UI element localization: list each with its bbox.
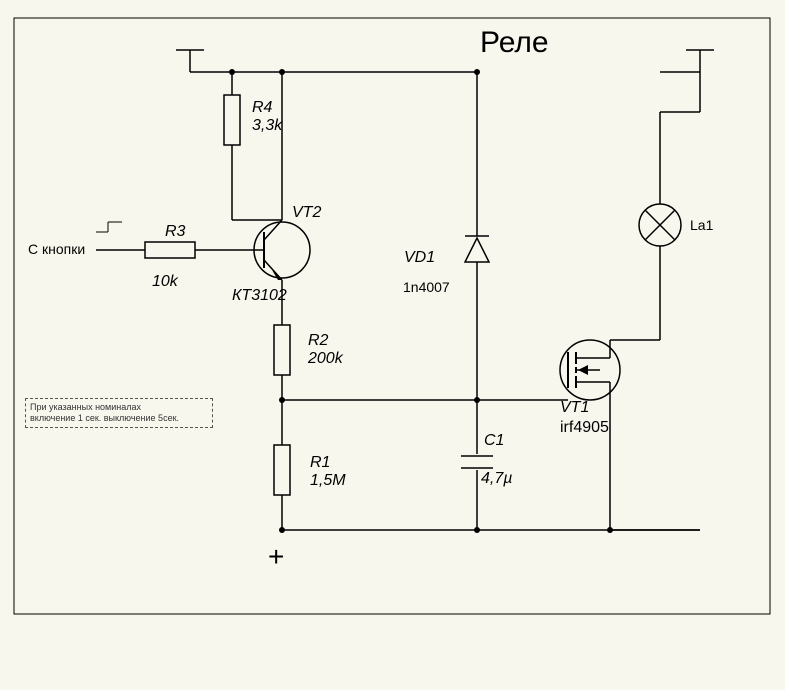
label-plus: + (268, 541, 284, 572)
label-R1_val: 1,5M (310, 472, 346, 489)
note-box: При указанных номиналах включение 1 сек.… (25, 398, 213, 428)
label-input: С кнопки (28, 241, 85, 257)
label-R3_val: 10k (152, 273, 179, 290)
label-R3_ref: R3 (165, 223, 186, 240)
label-R4_val: 3,3k (252, 117, 283, 134)
label-VD1_ref: VD1 (404, 249, 435, 266)
diode-vd1-icon (465, 232, 489, 262)
label-VD1_val: 1n4007 (403, 279, 450, 295)
schematic-canvas: Реле С кнопки R3 10k R43,3k R2200k R11,5M VT2 КТ… (0, 0, 785, 690)
note-line2: включение 1 сек. выключение 5сек. (30, 413, 179, 423)
label-R4_ref: R4 (252, 99, 273, 116)
lamp-la1-icon (639, 204, 681, 246)
input-step-icon (96, 222, 122, 232)
label-R1_ref: R1 (310, 454, 330, 471)
label-R2_val: 200k (307, 350, 344, 367)
label-VT1_val: irf4905 (560, 419, 609, 436)
transistor-vt2-icon (254, 220, 310, 280)
label-La1: La1 (690, 217, 714, 233)
label-C1_ref: C1 (484, 432, 504, 449)
label-C1_val: 4,7µ (481, 470, 512, 487)
label-VT2_val: КТ3102 (232, 287, 287, 304)
note-line1: При указанных номиналах (30, 402, 141, 412)
label-R2_ref: R2 (308, 332, 329, 349)
ground-left-icon (176, 50, 204, 72)
ground-right-icon (686, 50, 714, 72)
schematic-svg: Реле С кнопки R3 10k R43,3k R2200k R11,5M VT2 КТ… (0, 0, 785, 690)
label-VT2_ref: VT2 (292, 204, 321, 221)
capacitor-c1-icon (461, 456, 493, 468)
schematic-border (14, 18, 770, 614)
label-VT1_ref: VT1 (560, 399, 589, 416)
title-text: Реле (480, 26, 549, 59)
